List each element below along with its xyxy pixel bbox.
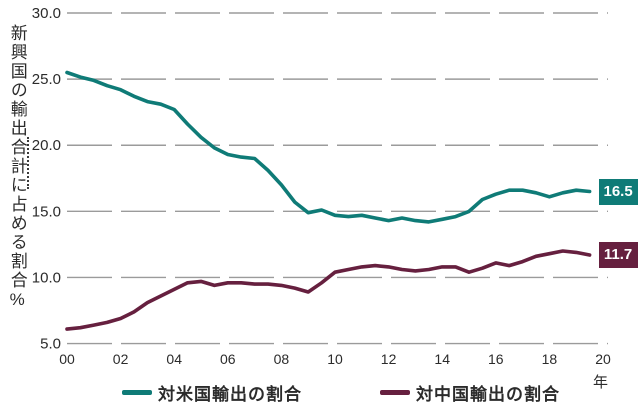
y-tick-label-10.0: 10.0 <box>32 269 61 286</box>
x-tick-label-20: 20 <box>595 351 611 367</box>
end-value-badge-china: 11.7 <box>598 241 638 268</box>
x-tick-label-10: 10 <box>327 351 343 367</box>
legend-label-us: 対米国輸出の割合 <box>158 385 302 404</box>
legend-item-us: 対米国輸出の割合 <box>122 380 302 405</box>
x-tick-label-00: 00 <box>59 351 75 367</box>
legend-swatch-china-icon <box>380 390 410 395</box>
legend: 対米国輸出の割合 対中国輸出の割合 <box>0 380 640 405</box>
x-axis-unit-label: 年 <box>593 374 609 391</box>
x-tick-label-16: 16 <box>488 351 504 367</box>
legend-item-china: 対中国輸出の割合 <box>380 380 560 405</box>
y-axis-title: 新興国の輸出合計に占める割合% <box>7 24 27 311</box>
x-tick-label-06: 06 <box>220 351 236 367</box>
y-tick-label-20.0: 20.0 <box>32 137 61 154</box>
series-line-us <box>65 70 592 224</box>
end-value-badge-us: 16.5 <box>598 178 638 205</box>
y-tick-label-15.0: 15.0 <box>32 203 61 220</box>
x-tick-label-14: 14 <box>434 351 450 367</box>
x-tick-label-12: 12 <box>381 351 397 367</box>
axis-leader-dots-decoration <box>27 137 29 189</box>
x-tick-label-02: 02 <box>113 351 129 367</box>
y-tick-label-25.0: 25.0 <box>32 71 61 88</box>
legend-label-china: 対中国輸出の割合 <box>416 385 560 404</box>
y-tick-label-30.0: 30.0 <box>32 5 61 22</box>
x-tick-label-18: 18 <box>542 351 558 367</box>
legend-swatch-us-icon <box>122 390 152 395</box>
x-tick-label-04: 04 <box>166 351 182 367</box>
y-tick-label-5.0: 5.0 <box>40 336 61 353</box>
series-line-china <box>65 249 592 331</box>
x-tick-label-08: 08 <box>274 351 290 367</box>
